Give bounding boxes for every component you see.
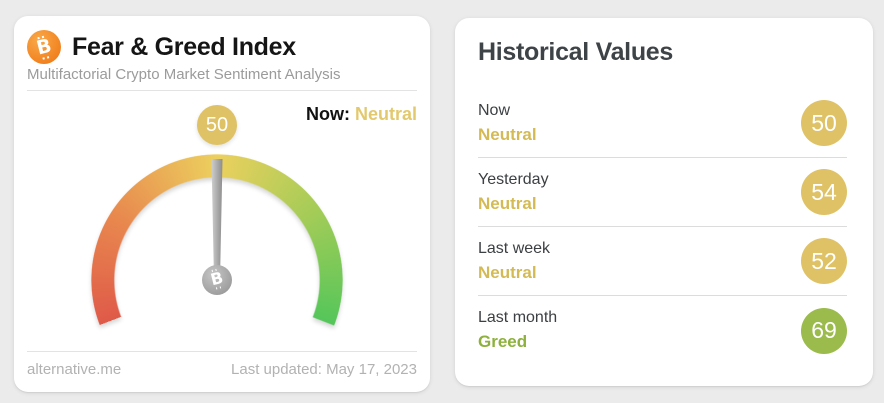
row-value-badge: 52 — [801, 238, 847, 284]
row-classification: Neutral — [478, 124, 537, 144]
row-classification: Neutral — [478, 262, 537, 282]
row-label: Last month — [478, 309, 558, 326]
now-value: Neutral — [354, 104, 417, 124]
list-item-yesterday: Yesterday Neutral 54 — [478, 158, 847, 227]
current-status: Now: Neutral — [306, 104, 417, 125]
page-title: Fear & Greed Index — [72, 32, 296, 61]
historical-values-list: Now Neutral 50 Yesterday Neutral 54 Last… — [478, 89, 847, 365]
fear-greed-header: B Fear & Greed Index — [14, 16, 430, 64]
bitcoin-icon: B — [27, 30, 61, 64]
historical-values-card: Historical Values Now Neutral 50 Yesterd… — [455, 18, 873, 386]
list-item-last-week: Last week Neutral 52 — [478, 227, 847, 296]
gauge: Now: Neutral 50 B — [14, 91, 430, 392]
row-value-badge: 69 — [801, 307, 847, 354]
gauge-value-badge: 50 — [197, 105, 237, 145]
row-classification: Neutral — [478, 193, 537, 213]
historical-values-title: Historical Values — [478, 38, 673, 66]
fear-greed-card: B Fear & Greed Index Multifactorial Cryp… — [14, 16, 430, 392]
source-link[interactable]: alternative.me — [27, 361, 122, 378]
header-divider — [27, 90, 417, 91]
now-label: Now: — [305, 104, 350, 124]
row-value-badge: 50 — [801, 100, 847, 146]
row-value-badge: 54 — [801, 169, 847, 215]
list-item-last-month: Last month Greed 69 — [478, 296, 847, 365]
row-classification: Greed — [478, 332, 528, 351]
row-label: Last week — [478, 239, 551, 257]
list-item-now: Now Neutral 50 — [478, 89, 847, 158]
row-label: Now — [478, 101, 511, 119]
needle-hub-bitcoin-icon: B — [208, 267, 226, 290]
subtitle: Multifactorial Crypto Market Sentiment A… — [27, 66, 341, 83]
row-label: Yesterday — [478, 170, 549, 188]
